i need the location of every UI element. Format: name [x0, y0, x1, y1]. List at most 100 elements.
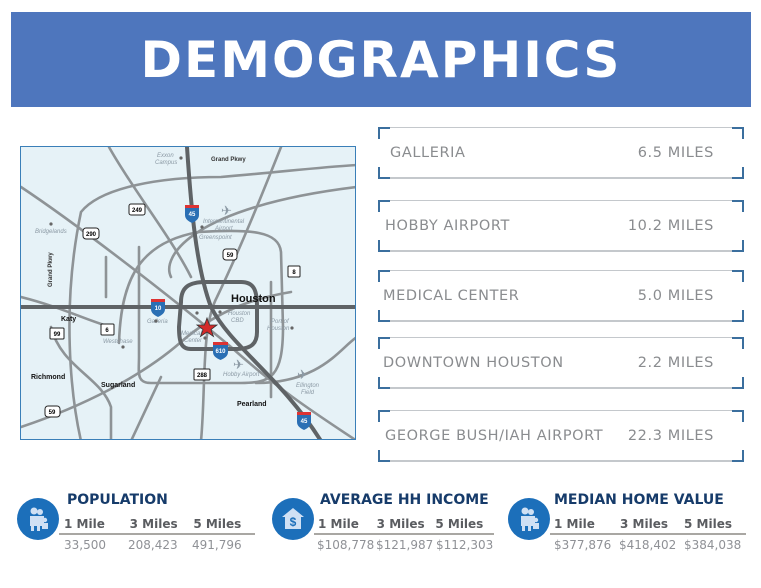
corner-bracket — [378, 200, 390, 212]
stat-header: 3 Miles — [129, 517, 178, 531]
map-label-center: Center — [184, 338, 203, 344]
map-label-houston: Houston — [231, 293, 276, 305]
distance-name: HOBBY AIRPORT — [385, 217, 510, 234]
shield-sh-8: 8 — [287, 265, 301, 278]
distance-card: MEDICAL CENTER 5.0 MILES — [378, 270, 744, 322]
airport-icons: ✈ ✈ ✈ — [221, 203, 308, 382]
stat-header-row: 1 Mile 3 Miles 5 Miles — [59, 517, 255, 535]
map-label-exxon: Exxon — [157, 153, 174, 159]
corner-bracket — [732, 377, 744, 389]
svg-text:$: $ — [290, 515, 297, 529]
distance-card: GEORGE BUSH/IAH AIRPORT 22.3 MILES — [378, 410, 744, 462]
map-label-port: Port of — [271, 319, 290, 325]
distance-card: GALLERIA 6.5 MILES — [378, 127, 744, 179]
map-label-field: Field — [301, 390, 315, 396]
map-label-richmond: Richmond — [31, 374, 65, 381]
property-star-marker — [195, 316, 219, 338]
stat-value-row: $108,778 $121,987 $112,303 — [317, 538, 496, 552]
svg-text:45: 45 — [189, 212, 196, 218]
stat-header: 3 Miles — [620, 517, 668, 531]
svg-text:99: 99 — [54, 332, 61, 338]
area-map: Exxon Campus Bridgelands Intercontinenta… — [20, 146, 356, 440]
map-label-pearland: Pearland — [237, 401, 267, 408]
corner-bracket — [732, 337, 744, 349]
road-map-graphic: Exxon Campus Bridgelands Intercontinenta… — [21, 147, 355, 439]
corner-bracket — [378, 270, 390, 282]
stat-header-row: 1 Mile 3 Miles 5 Miles — [550, 517, 746, 535]
svg-text:59: 59 — [227, 253, 234, 259]
stat-value: 208,423 — [128, 538, 178, 552]
map-label-sugarland: Sugarland — [101, 382, 135, 389]
svg-text:10: 10 — [155, 306, 162, 312]
stat-value: 491,796 — [192, 538, 242, 552]
map-label-cbd2: CBD — [231, 318, 244, 324]
airplane-icon: ✈ — [297, 367, 308, 382]
distance-value: 2.2 MILES — [637, 354, 714, 371]
distance-value: 6.5 MILES — [637, 144, 714, 161]
distance-value: 22.3 MILES — [627, 427, 714, 444]
shield-i-45-south: 45 — [297, 412, 311, 430]
corner-bracket — [732, 167, 744, 179]
svg-text:610: 610 — [215, 349, 226, 355]
map-label-medical: Medical — [181, 331, 202, 337]
corner-bracket — [732, 200, 744, 212]
shield-sh-99: 99 — [49, 327, 65, 340]
map-label-campus: Campus — [155, 160, 177, 166]
distance-card: DOWNTOWN HOUSTON 2.2 MILES — [378, 337, 744, 389]
corner-bracket — [378, 377, 390, 389]
corner-bracket — [732, 270, 744, 282]
stat-header: 3 Miles — [376, 517, 425, 531]
stat-header-row: 1 Mile 3 Miles 5 Miles — [314, 517, 494, 535]
distance-name: DOWNTOWN HOUSTON — [383, 354, 564, 371]
stat-title: AVERAGE HH INCOME — [320, 492, 489, 508]
corner-bracket — [732, 410, 744, 422]
map-label-airport: Airport — [214, 226, 233, 232]
stat-value: $108,778 — [317, 538, 375, 552]
map-label-cbd: Houston — [228, 311, 251, 317]
distance-name: GEORGE BUSH/IAH AIRPORT — [385, 427, 604, 444]
corner-bracket — [732, 450, 744, 462]
stat-header: 5 Miles — [684, 517, 732, 531]
map-label-galleria: Galleria — [147, 319, 168, 325]
stat-header: 1 Mile — [318, 517, 359, 531]
corner-bracket — [732, 240, 744, 252]
stat-value-row: $377,876 $418,402 $384,038 — [554, 538, 749, 552]
stat-value: $112,303 — [436, 538, 494, 552]
stat-header: 5 Miles — [193, 517, 242, 531]
shield-i-610: 610 — [213, 342, 228, 360]
corner-bracket — [378, 240, 390, 252]
distance-card: HOBBY AIRPORT 10.2 MILES — [378, 200, 744, 252]
corner-bracket — [378, 167, 390, 179]
stat-value-row: 33,500 208,423 491,796 — [64, 538, 256, 552]
stat-title: MEDIAN HOME VALUE — [554, 492, 724, 508]
map-label-hobby: Hobby Airport — [223, 372, 260, 378]
stat-value: 33,500 — [64, 538, 106, 552]
map-label-grand-pkwy: Grand Pkwy — [211, 157, 246, 163]
stat-header: 1 Mile — [554, 517, 595, 531]
airplane-icon: ✈ — [233, 357, 244, 372]
svg-text:8: 8 — [292, 270, 296, 276]
corner-bracket — [378, 337, 390, 349]
stat-value: $121,987 — [376, 538, 434, 552]
map-label-greenspoint: Greenspoint — [199, 235, 232, 241]
distance-value: 10.2 MILES — [627, 217, 714, 234]
stat-header: 5 Miles — [435, 517, 484, 531]
corner-bracket — [732, 127, 744, 139]
house-dollar-icon: $ — [272, 498, 314, 540]
header-banner: DEMOGRAPHICS — [11, 12, 751, 107]
map-label-iah: Intercontinental — [203, 219, 245, 225]
shield-us-59-north: 59 — [222, 248, 238, 261]
corner-bracket — [378, 410, 390, 422]
stat-value: $384,038 — [684, 538, 742, 552]
distance-name: MEDICAL CENTER — [383, 287, 520, 304]
svg-text:6: 6 — [105, 328, 109, 334]
shield-us-290: 290 — [82, 227, 100, 240]
stat-value: $418,402 — [619, 538, 677, 552]
distance-name: GALLERIA — [390, 144, 466, 161]
distance-value: 5.0 MILES — [637, 287, 714, 304]
stat-header: 1 Mile — [64, 517, 105, 531]
svg-text:249: 249 — [132, 208, 143, 214]
corner-bracket — [732, 310, 744, 322]
corner-bracket — [378, 450, 390, 462]
map-label-bridgelands: Bridgelands — [35, 229, 67, 235]
